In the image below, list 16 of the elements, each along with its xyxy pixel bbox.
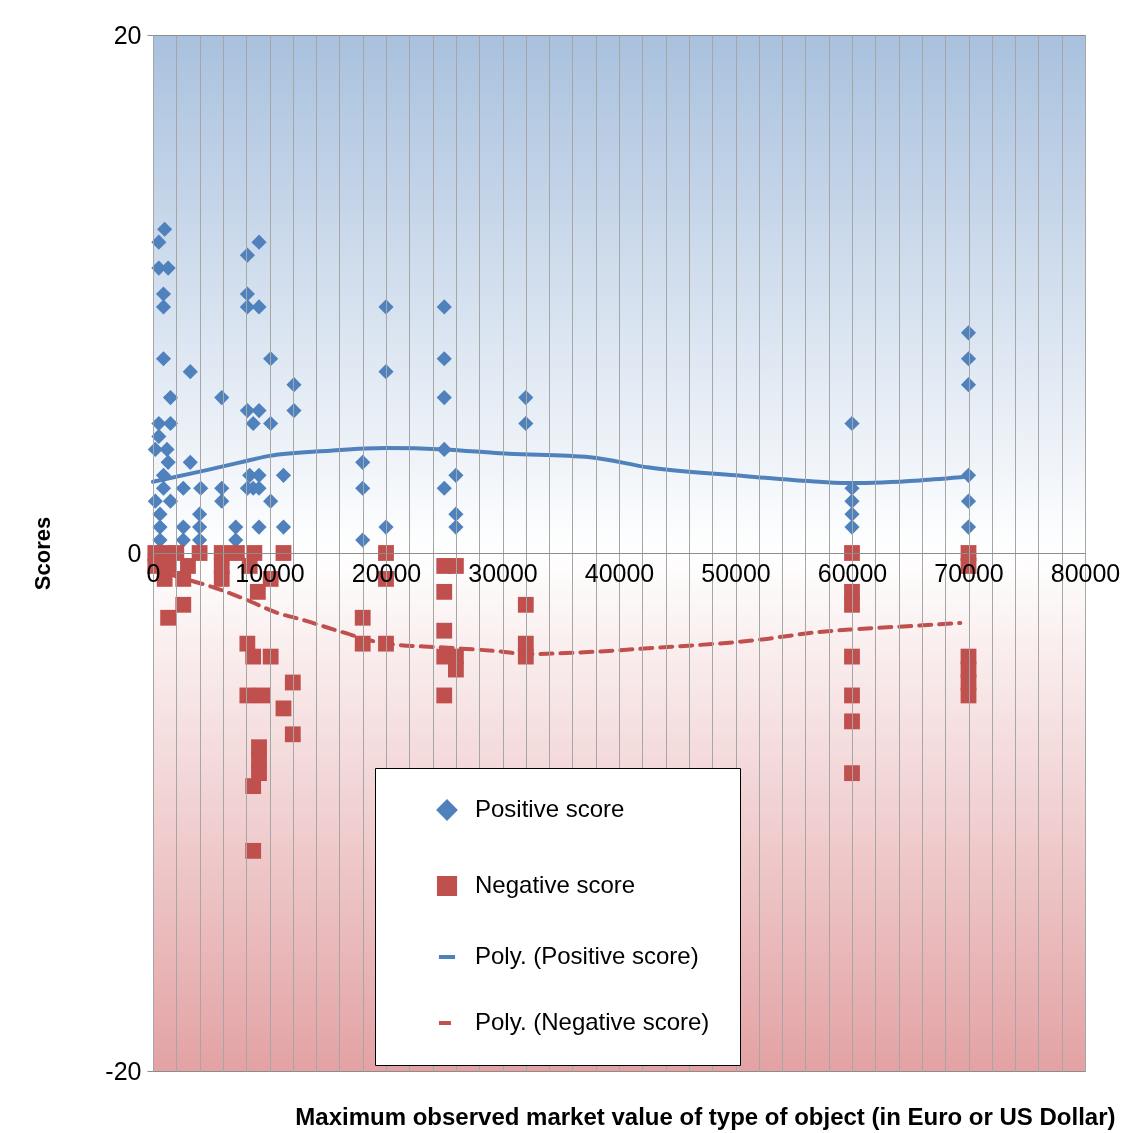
x-tick-label: 70000 [934,558,1004,587]
x-tick-label: 80000 [1050,558,1121,587]
legend-label: Poly. (Positive score) [475,942,699,969]
x-tick-label: 20000 [351,558,422,587]
legend-label: Poly. (Negative score) [475,1008,710,1035]
x-tick-label: 50000 [701,558,771,587]
legend-label: Positive score [475,795,625,822]
x-axis-title: Maximum observed market value of type of object (in Euro or US Dollar) [295,1102,1116,1130]
y-tick-label: 20 [113,20,142,49]
x-tick-label: 30000 [468,558,538,587]
y-tick-label: 0 [127,538,142,567]
x-tick-label: 40000 [584,558,655,587]
legend-label: Negative score [475,871,636,898]
x-tick-label: 60000 [817,558,888,587]
y-tick-label: -20 [105,1056,142,1085]
y-axis-title: Scores [30,516,56,591]
